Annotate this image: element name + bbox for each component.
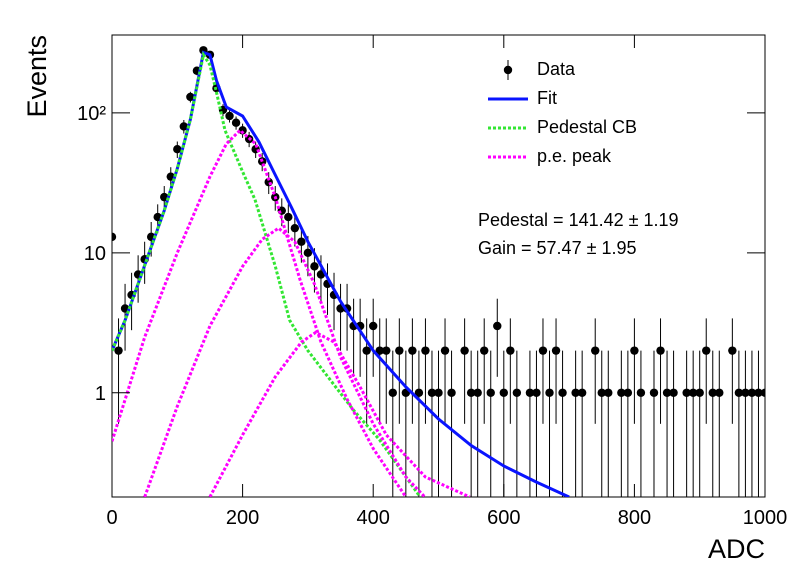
data-point	[114, 346, 123, 355]
data-point	[702, 346, 711, 355]
curve	[112, 128, 408, 497]
data-point	[460, 346, 469, 355]
data-point	[408, 346, 417, 355]
x-axis-label: ADC	[708, 534, 765, 564]
plot-area	[112, 46, 765, 497]
data-point	[466, 388, 476, 397]
y-tick-label: 10²	[77, 103, 106, 125]
data-point	[447, 388, 456, 397]
data-point	[532, 388, 541, 397]
data-point	[734, 388, 744, 397]
x-tick-label: 0	[106, 507, 117, 529]
data-point	[708, 388, 717, 397]
data-point	[427, 388, 437, 397]
data-point	[604, 388, 613, 397]
data-point	[284, 212, 293, 222]
data-point	[545, 388, 554, 397]
annotation: Gain = 57.47 ± 1.95	[478, 238, 637, 258]
y-tick-label: 10	[84, 243, 106, 265]
data-point	[310, 262, 319, 271]
curve	[112, 50, 570, 497]
data-point	[186, 92, 195, 102]
data-point	[290, 223, 300, 233]
data-point	[179, 122, 189, 131]
data-point	[662, 388, 672, 397]
data-point	[440, 346, 450, 355]
legend-label: Pedestal CB	[537, 117, 637, 137]
data-point	[362, 346, 371, 355]
annotation: Pedestal = 141.42 ± 1.19	[478, 210, 679, 230]
data-point	[375, 346, 384, 355]
data-point	[571, 388, 580, 397]
data-point	[493, 321, 502, 331]
data-point	[741, 388, 750, 397]
data-point	[480, 346, 489, 355]
data-point	[473, 388, 482, 397]
data-point	[369, 321, 378, 331]
y-tick-label: 1	[95, 383, 106, 405]
data-point	[486, 388, 495, 397]
x-tick-label: 800	[618, 507, 651, 529]
data-point	[395, 346, 404, 355]
data-point	[656, 346, 665, 355]
curve	[112, 50, 422, 497]
data-point	[649, 388, 659, 397]
x-tick-label: 600	[487, 507, 520, 529]
data-point	[499, 388, 508, 397]
data-point	[728, 346, 737, 355]
x-tick-label: 1000	[743, 507, 788, 529]
data-point	[688, 388, 698, 397]
data-point	[577, 388, 587, 397]
data-point	[669, 388, 678, 397]
data-point	[623, 388, 633, 397]
legend-label: p.e. peak	[537, 146, 612, 166]
data-point	[225, 111, 234, 121]
legend-marker	[503, 65, 513, 75]
data-point	[630, 346, 639, 355]
y-axis-label: Events	[22, 35, 52, 118]
curve	[208, 330, 471, 497]
data-point	[617, 388, 626, 397]
data-point	[303, 248, 313, 258]
x-tick-label: 400	[357, 507, 390, 529]
data-point	[512, 388, 522, 397]
data-point	[297, 237, 306, 246]
data-point	[525, 388, 535, 397]
data-point	[173, 144, 182, 154]
data-point	[558, 388, 567, 397]
data-point	[551, 346, 561, 355]
data-point	[414, 388, 424, 397]
data-point	[636, 388, 646, 397]
data-point	[231, 118, 241, 127]
data-point	[506, 346, 515, 355]
data-point	[434, 388, 443, 397]
data-point	[382, 346, 391, 355]
data-point	[682, 388, 691, 397]
data-point	[695, 388, 704, 397]
data-point	[421, 346, 430, 355]
data-point	[591, 346, 600, 355]
data-point	[597, 388, 606, 397]
legend-label: Fit	[537, 88, 557, 108]
x-tick-label: 200	[226, 507, 259, 529]
data-point	[715, 388, 724, 397]
data-point	[538, 346, 548, 355]
data-point	[388, 388, 397, 397]
data-point	[112, 232, 117, 242]
legend-label: Data	[537, 59, 576, 79]
